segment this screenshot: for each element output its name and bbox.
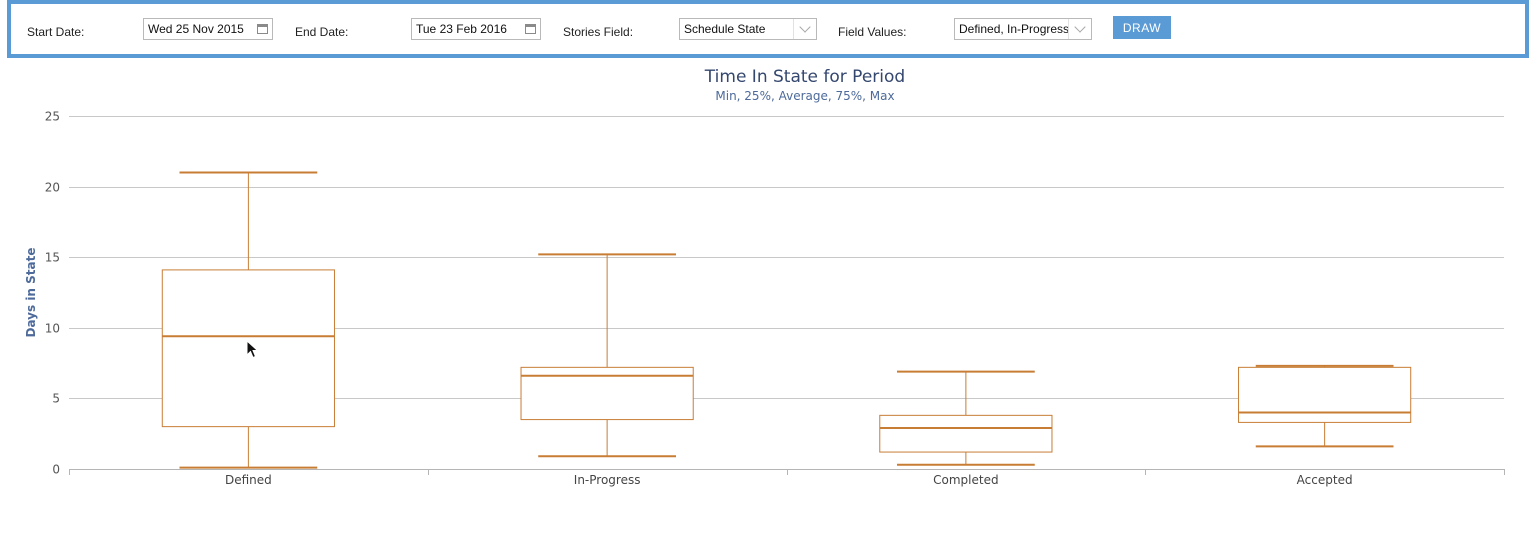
start-date-value: Wed 25 Nov 2015 — [148, 22, 244, 36]
y-tick-label: 0 — [52, 463, 60, 477]
end-date-value: Tue 23 Feb 2016 — [416, 22, 507, 36]
chart-subtitle: Min, 25%, Average, 75%, Max — [715, 89, 895, 103]
draw-button[interactable]: DRAW — [1113, 16, 1171, 39]
chart-title: Time In State for Period — [704, 67, 906, 87]
end-date-field[interactable]: Tue 23 Feb 2016 — [411, 18, 541, 40]
mouse-cursor-icon — [246, 340, 259, 359]
x-tick-label: Defined — [225, 473, 272, 487]
calendar-icon[interactable] — [525, 24, 536, 34]
stories-field-label: Stories Field: — [563, 25, 634, 39]
y-tick-label: 5 — [52, 392, 60, 406]
box-accepted — [1238, 366, 1412, 423]
y-tick-label: 20 — [45, 181, 60, 195]
field-values-label: Field Values: — [838, 25, 907, 39]
y-axis-title: Days in State — [24, 247, 38, 337]
start-date-field[interactable]: Wed 25 Nov 2015 — [143, 18, 273, 40]
x-tick-label: In-Progress — [574, 473, 641, 487]
x-tick-label: Completed — [933, 473, 998, 487]
end-date-label: End Date: — [295, 25, 349, 39]
y-tick-label: 15 — [45, 251, 60, 265]
x-tick-label: Accepted — [1297, 473, 1353, 487]
field-values-value: Defined, In-Progress — [959, 22, 1068, 36]
filter-toolbar: Start Date: Wed 25 Nov 2015 End Date: Tu… — [7, 0, 1529, 58]
chevron-down-icon[interactable] — [1068, 19, 1091, 39]
calendar-icon[interactable] — [257, 24, 268, 34]
chevron-down-icon[interactable] — [793, 19, 816, 39]
stories-field-select[interactable]: Schedule State — [679, 18, 817, 40]
y-tick-label: 25 — [45, 110, 60, 124]
start-date-label: Start Date: — [27, 25, 85, 39]
y-tick-label: 10 — [45, 322, 60, 336]
box-completed — [879, 414, 1053, 453]
stories-field-value: Schedule State — [684, 22, 766, 36]
field-values-select[interactable]: Defined, In-Progress — [954, 18, 1092, 40]
